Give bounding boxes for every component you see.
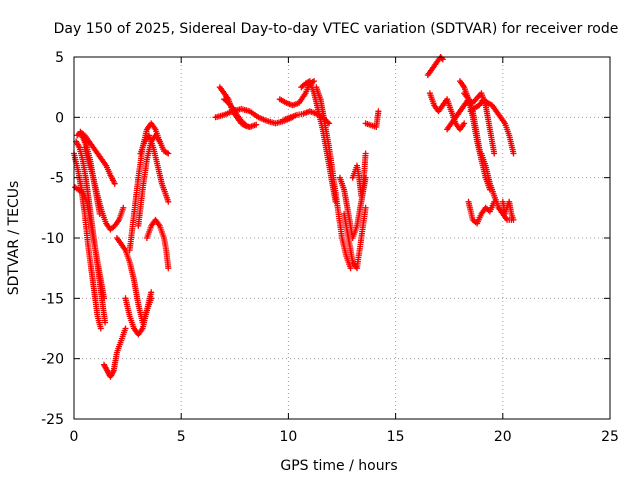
series-pass-2a [101, 325, 129, 380]
series-pass-3k [362, 108, 382, 130]
series-pass-3j [349, 150, 369, 199]
data-point-markers [341, 204, 369, 272]
y-tick-label: 5 [55, 50, 64, 66]
data-point-markers [465, 198, 498, 227]
series-pass-2f [137, 132, 172, 205]
data-point-markers [499, 198, 517, 223]
data-point-markers [461, 90, 498, 157]
data-point-markers [313, 84, 354, 272]
y-tick-label: 0 [55, 110, 64, 126]
data-point-markers [81, 144, 127, 233]
y-tick-label: -15 [41, 291, 64, 307]
x-axis-label: GPS time / hours [280, 458, 397, 474]
series-pass-3g [313, 84, 354, 272]
data-point-markers [467, 96, 517, 157]
y-tick-label: -20 [41, 352, 64, 368]
data-point-markers [77, 128, 118, 187]
series-pass-1d [77, 128, 118, 187]
series-pass-4a [424, 54, 446, 79]
y-tick-label: -10 [41, 231, 64, 247]
series-pass-2g [143, 216, 172, 272]
x-tick-label: 15 [387, 429, 405, 445]
x-tick-label: 20 [494, 429, 512, 445]
series-pass-1f [72, 184, 107, 302]
y-tick-label: -25 [41, 412, 64, 428]
data-point-markers [137, 132, 172, 205]
x-tick-label: 5 [177, 429, 186, 445]
data-point-markers [122, 289, 155, 338]
series-pass-3c [221, 96, 249, 128]
series-pass-4f [467, 96, 517, 157]
series-pass-4b [426, 90, 468, 133]
series-pass-1e [81, 144, 127, 233]
series-pass-4e [461, 90, 498, 157]
series-pass-4h [465, 198, 498, 227]
series-pass-2c [122, 289, 155, 338]
data-point-markers [426, 90, 468, 133]
axis-ticks: 0 5 10 15 20 25 5 0 -5 -10 -15 -20 -25 [41, 50, 619, 445]
data-point-markers [101, 325, 129, 380]
data-point-markers [424, 54, 446, 79]
series-pass-4i [499, 198, 517, 223]
data-point-markers [143, 216, 172, 272]
series-pass-3i [341, 204, 369, 272]
chart-title: Day 150 of 2025, Sidereal Day-to-day VTE… [54, 21, 619, 37]
x-tick-label: 10 [279, 429, 297, 445]
y-tick-label: -5 [50, 171, 64, 187]
x-tick-label: 25 [601, 429, 619, 445]
data-point-markers [362, 108, 382, 130]
x-tick-label: 0 [70, 429, 79, 445]
data-point-markers [221, 96, 249, 128]
data-point-markers [349, 150, 369, 199]
y-axis-label: SDTVAR / TECUs [6, 181, 22, 296]
data-points [71, 54, 517, 380]
data-point-markers [72, 184, 107, 302]
